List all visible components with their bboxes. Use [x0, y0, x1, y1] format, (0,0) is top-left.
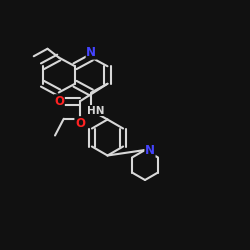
Text: N: N — [145, 144, 155, 156]
Text: HN: HN — [87, 106, 104, 116]
Text: N: N — [86, 46, 96, 59]
Text: O: O — [54, 95, 64, 108]
Text: O: O — [75, 117, 85, 130]
